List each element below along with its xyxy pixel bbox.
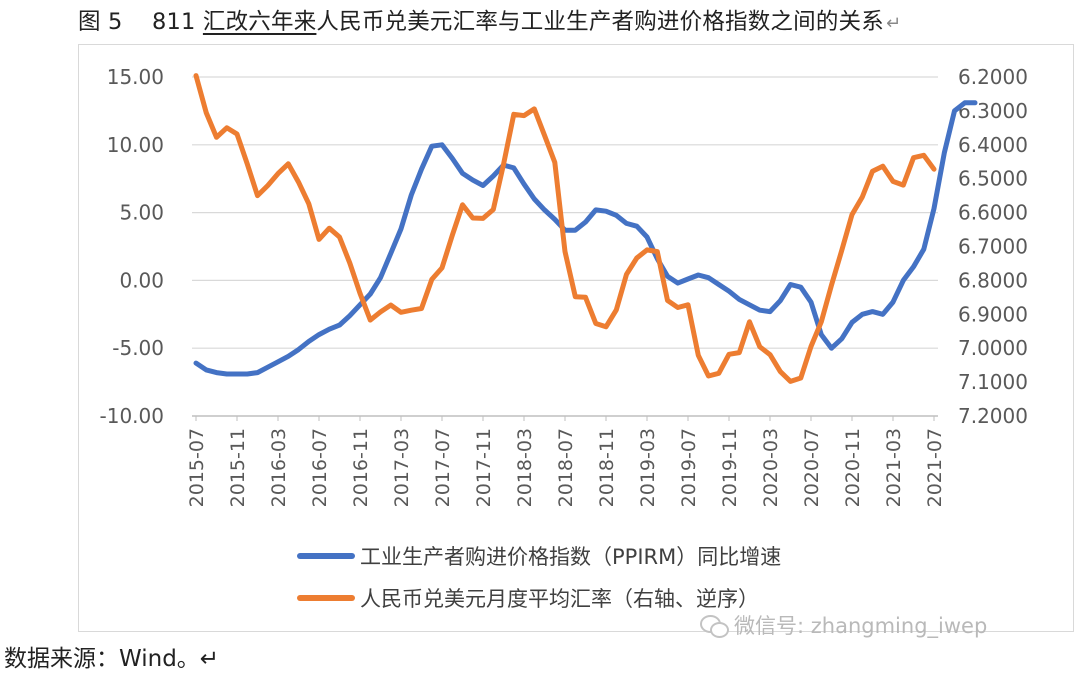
title-rest: 人民币兑美元汇率与工业生产者购进价格指数之间的关系 [316, 9, 884, 35]
left-tick-label: 10.00 [107, 133, 164, 157]
x-axis-labels: 2015-07 2015-11 2016-03 2016-07 2016-11 2017-… [186, 428, 946, 507]
x-tick-label: 2018-07 [555, 428, 577, 507]
x-tick-label: 2017-07 [432, 428, 454, 507]
figure-label: 图 5 [78, 9, 123, 35]
x-tick-label: 2018-11 [596, 428, 618, 507]
x-tick-label: 2021-03 [883, 428, 905, 507]
x-tick-label: 2015-11 [227, 428, 249, 507]
left-tick-label: -5.00 [112, 336, 164, 360]
x-tick-label: 2016-07 [309, 428, 331, 507]
x-tick-label: 2015-07 [186, 428, 208, 507]
series-line-fx [193, 73, 937, 384]
legend: 工业生产者购进价格指数（PPIRM）同比增速 人民币兑美元月度平均汇率（右轴、逆… [297, 545, 781, 611]
watermark-text: 微信号: zhangming_iwep [734, 614, 988, 638]
left-tick-label: 0.00 [119, 268, 164, 292]
right-tick-label: 7.1000 [958, 370, 1028, 394]
x-tick-label: 2019-11 [719, 428, 741, 507]
right-tick-label: 6.7000 [958, 235, 1028, 259]
x-tick-label: 2018-03 [514, 428, 536, 507]
series-lines [193, 73, 978, 384]
x-tick-label: 2017-11 [473, 428, 495, 507]
right-axis-labels: 6.20006.30006.40006.50006.60006.70006.80… [958, 65, 1028, 428]
left-tick-label: 15.00 [107, 65, 164, 89]
figure-caption: 图 5 811 汇改六年来人民币兑美元汇率与工业生产者购进价格指数之间的关系 ↵ [78, 4, 901, 36]
x-tick-label: 2020-11 [842, 428, 864, 507]
chart-frame [78, 44, 1074, 632]
legend-label-ppirm: 工业生产者购进价格指数（PPIRM）同比增速 [360, 545, 781, 569]
x-tick-label: 2019-07 [678, 428, 700, 507]
left-tick-label: 5.00 [119, 201, 164, 225]
x-tick-label: 2017-03 [391, 428, 413, 507]
right-tick-label: 7.2000 [958, 404, 1028, 428]
wechat-icon [700, 615, 729, 638]
right-tick-label: 6.8000 [958, 268, 1028, 292]
return-mark: ↵ [885, 13, 902, 34]
x-tick-label: 2021-07 [924, 428, 946, 507]
title-prefix: 811 [152, 9, 203, 35]
series-line-ppirm [193, 100, 978, 377]
legend-label-fx: 人民币兑美元月度平均汇率（右轴、逆序） [360, 587, 759, 611]
left-tick-label: -10.00 [100, 404, 164, 428]
gridlines [192, 76, 938, 349]
x-tick-label: 2016-11 [350, 428, 372, 507]
source-note: 数据来源：Wind。↵ [4, 646, 220, 672]
title-underlined: 汇改六年来 [202, 9, 317, 35]
right-tick-label: 7.0000 [958, 336, 1028, 360]
x-tick-label: 2020-03 [760, 428, 782, 507]
watermark: 微信号: zhangming_iwep [700, 610, 987, 640]
x-tick-label: 2019-03 [637, 428, 659, 507]
right-tick-label: 6.5000 [958, 167, 1028, 191]
right-tick-label: 6.6000 [958, 201, 1028, 225]
right-tick-label: 6.9000 [958, 302, 1028, 326]
right-tick-label: 6.4000 [958, 133, 1028, 157]
x-tick-label: 2020-07 [801, 428, 823, 507]
left-axis-labels: 15.00 10.00 5.00 0.00 -5.00 -10.00 [100, 65, 164, 428]
x-axis [192, 415, 938, 421]
right-tick-label: 6.2000 [958, 65, 1028, 89]
x-tick-label: 2016-03 [268, 428, 290, 507]
